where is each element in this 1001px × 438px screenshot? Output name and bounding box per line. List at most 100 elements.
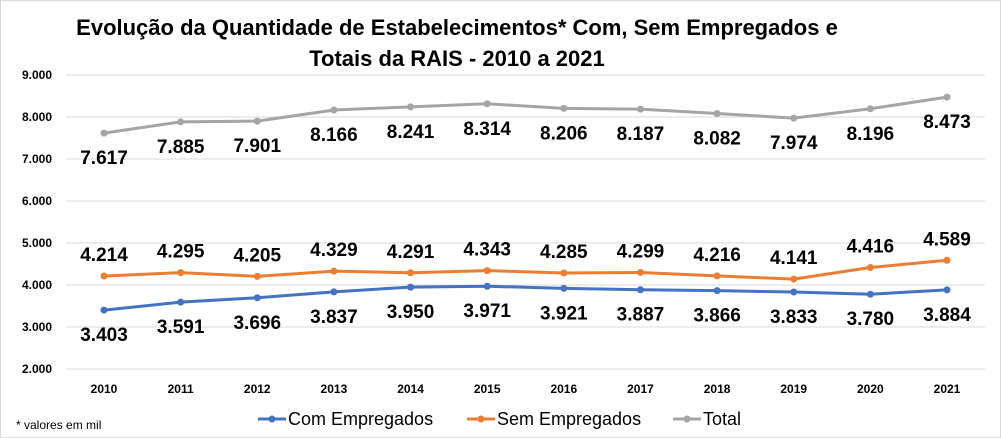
legend-item: Com Empregados <box>258 409 433 429</box>
data-point <box>330 267 338 275</box>
data-point <box>866 290 874 298</box>
x-tick-label: 2020 <box>857 382 884 396</box>
data-point <box>407 283 415 291</box>
data-label: 3.884 <box>923 305 971 326</box>
x-tick-label: 2014 <box>397 382 424 396</box>
data-point <box>560 104 568 112</box>
data-label: 3.696 <box>233 313 281 334</box>
data-point <box>177 269 185 277</box>
x-tick-label: 2019 <box>780 382 807 396</box>
data-label: 4.216 <box>693 245 741 266</box>
data-point <box>407 103 415 111</box>
data-point <box>177 298 185 306</box>
data-point <box>713 272 721 280</box>
legend-label: Total <box>703 409 741 429</box>
legend-marker <box>268 415 276 423</box>
footnote: * valores em mil <box>16 418 101 432</box>
data-label: 8.241 <box>387 122 435 143</box>
data-label: 4.299 <box>617 241 665 262</box>
data-label: 4.589 <box>923 229 971 250</box>
data-point <box>636 286 644 294</box>
data-point <box>866 105 874 113</box>
series-line-total <box>103 95 948 135</box>
data-point <box>483 282 491 290</box>
x-tick-label: 2012 <box>244 382 271 396</box>
data-point <box>407 269 415 277</box>
data-point <box>560 269 568 277</box>
data-point <box>177 118 185 126</box>
legend-label: Sem Empregados <box>497 409 641 429</box>
data-label: 8.187 <box>617 124 665 145</box>
data-label: 3.921 <box>540 303 588 324</box>
data-label: 4.205 <box>233 245 281 266</box>
data-point <box>100 306 108 314</box>
data-label: 3.403 <box>80 325 128 346</box>
x-tick-label: 2018 <box>704 382 731 396</box>
legend-marker <box>477 415 485 423</box>
data-label: 8.206 <box>540 123 588 144</box>
series-sem-empregados: 4.214 4.295 4.205 4.329 4.291 4.343 4.285 4.299… <box>80 229 971 283</box>
legend-item: Total <box>673 409 741 429</box>
x-tick-label: 2011 <box>168 382 194 396</box>
data-point <box>483 267 491 275</box>
data-point <box>713 110 721 118</box>
data-point <box>253 272 261 280</box>
legend-item: Sem Empregados <box>467 409 641 429</box>
data-label: 4.343 <box>463 240 511 261</box>
data-label: 3.971 <box>463 301 511 322</box>
data-point <box>713 287 721 295</box>
data-point <box>253 294 261 302</box>
data-point <box>330 288 338 296</box>
data-label: 3.833 <box>770 307 818 328</box>
data-label: 3.866 <box>693 306 741 327</box>
data-point <box>100 272 108 280</box>
data-point <box>253 117 261 125</box>
series-line-sem-empregados <box>103 258 948 281</box>
chart-title-line-1: Evolução da Quantidade de Estabeleciment… <box>76 15 838 40</box>
y-tick-label: 7.000 <box>22 152 52 166</box>
x-tick-label: 2016 <box>550 382 577 396</box>
x-tick-label: 2017 <box>627 382 654 396</box>
data-point <box>330 106 338 114</box>
data-point <box>790 114 798 122</box>
data-label: 7.901 <box>233 136 281 157</box>
data-label: 8.314 <box>463 119 511 140</box>
data-point <box>636 268 644 276</box>
series-com-empregados: 3.403 3.591 3.696 3.837 3.950 3.971 3.921 3.887… <box>80 282 971 346</box>
data-label: 4.329 <box>310 240 358 261</box>
data-point <box>790 275 798 283</box>
data-point <box>790 288 798 296</box>
y-tick-label: 2.000 <box>22 362 52 376</box>
data-label: 3.591 <box>157 317 205 338</box>
data-label: 7.617 <box>80 148 128 169</box>
data-label: 8.166 <box>310 125 358 146</box>
y-tick-label: 6.000 <box>22 194 52 208</box>
data-point <box>866 264 874 272</box>
data-point <box>483 100 491 108</box>
x-tick-label: 2013 <box>321 382 348 396</box>
data-point <box>943 256 951 264</box>
y-tick-label: 5.000 <box>22 236 52 250</box>
data-label: 7.974 <box>770 133 818 154</box>
data-label: 3.950 <box>387 302 435 323</box>
data-label: 4.295 <box>157 242 205 263</box>
data-point <box>943 286 951 294</box>
data-label: 4.416 <box>847 237 895 258</box>
data-label: 4.214 <box>80 245 128 266</box>
data-label: 3.887 <box>617 305 665 326</box>
series-line-com-empregados <box>103 284 948 312</box>
data-point <box>636 105 644 113</box>
data-point <box>100 129 108 137</box>
data-label: 3.780 <box>847 309 895 330</box>
y-tick-label: 3.000 <box>22 320 52 334</box>
y-tick-label: 4.000 <box>22 278 52 292</box>
data-point <box>560 284 568 292</box>
data-label: 8.196 <box>847 124 895 145</box>
chart-title-line-2: Totais da RAIS - 2010 a 2021 <box>309 46 605 71</box>
series-total: 7.617 7.885 7.901 8.166 8.241 8.314 8.206 8.187… <box>80 93 971 169</box>
data-label: 4.285 <box>540 242 588 263</box>
data-point <box>943 93 951 101</box>
data-label: 8.082 <box>693 129 741 150</box>
x-tick-label: 2015 <box>474 382 501 396</box>
